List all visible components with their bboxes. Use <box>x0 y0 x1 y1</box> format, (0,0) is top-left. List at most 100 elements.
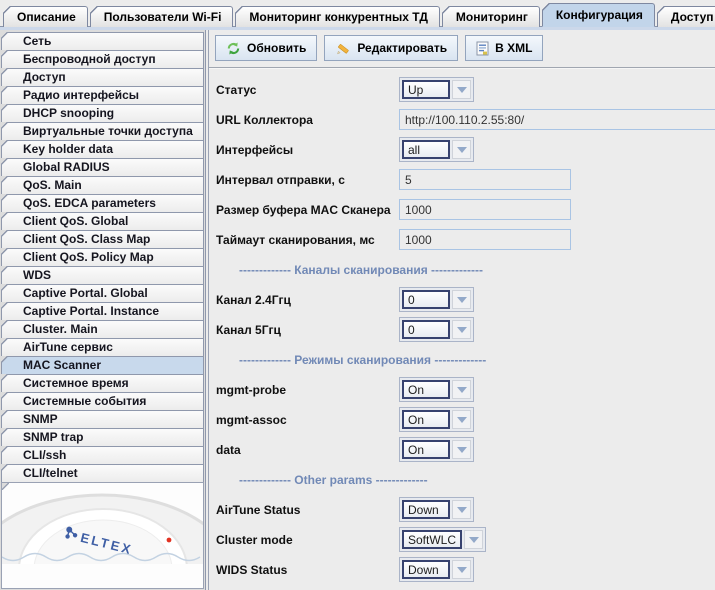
combo-box[interactable]: Down <box>399 497 474 522</box>
combo-arrow-button[interactable] <box>452 80 471 99</box>
form-row: mgmt-assoc On <box>212 407 715 432</box>
field-label: Интервал отправки, с <box>216 172 345 187</box>
sidebar-item[interactable]: Радио интерфейсы <box>1 86 204 105</box>
tab-strip-divider <box>0 27 715 30</box>
combo-arrow-button[interactable] <box>452 380 471 399</box>
sidebar-item[interactable]: Беспроводной доступ <box>1 50 204 69</box>
sidebar-item-label: Client QoS. Policy Map <box>23 250 154 264</box>
field-label: WIDS Status <box>216 562 288 577</box>
pencil-icon <box>335 41 351 56</box>
combo-value: Down <box>402 500 450 519</box>
text-field[interactable]: 1000 <box>399 229 571 250</box>
sidebar-item[interactable]: Виртуальные точки доступа <box>1 122 204 141</box>
to-xml-button[interactable]: В XML <box>465 35 544 61</box>
combo-arrow-button[interactable] <box>452 410 471 429</box>
sidebar-item[interactable]: SNMP <box>1 410 204 429</box>
combo-box[interactable]: 0 <box>399 287 474 312</box>
combo-box[interactable]: all <box>399 137 474 162</box>
sidebar-item[interactable]: Key holder data <box>1 140 204 159</box>
text-field[interactable]: 5 <box>399 169 571 190</box>
sidebar-item[interactable]: Системные события <box>1 392 204 411</box>
main-area: Сеть Беспроводной доступ Доступ Радио интер… <box>0 30 715 590</box>
form-row: Размер буфера MAC Сканера 1000 <box>212 197 715 222</box>
tab-item[interactable]: Пользователи Wi-Fi <box>89 6 234 27</box>
tab-item[interactable]: Мониторинг <box>441 6 540 27</box>
sidebar-item[interactable]: MAC Scanner <box>1 356 204 375</box>
sidebar-item[interactable]: CLI/telnet <box>1 464 204 483</box>
sidebar-item-label: Сеть <box>23 34 52 48</box>
form-row: Канал 5Ггц 0 <box>212 317 715 342</box>
sidebar-item[interactable]: WDS <box>1 266 204 285</box>
sidebar-item-label: WDS <box>23 268 51 282</box>
sidebar-item[interactable]: Client QoS. Policy Map <box>1 248 204 267</box>
sidebar-item[interactable]: Cluster. Main <box>1 320 204 339</box>
tab-item[interactable]: Доступ <box>656 6 715 27</box>
sidebar-item[interactable]: Доступ <box>1 68 204 87</box>
tab-item[interactable]: Описание <box>3 6 88 27</box>
field-label: mgmt-probe <box>216 382 286 397</box>
combo-arrow-button[interactable] <box>452 560 471 579</box>
combo-box[interactable]: 0 <box>399 317 474 342</box>
combo-box[interactable]: Up <box>399 77 474 102</box>
combo-value: Down <box>402 560 450 579</box>
combo-box[interactable]: On <box>399 437 474 462</box>
sidebar-item[interactable]: Системное время <box>1 374 204 393</box>
sidebar-item-label: Client QoS. Global <box>23 214 129 228</box>
sidebar-item-label: Виртуальные точки доступа <box>23 124 193 138</box>
combo-value: all <box>402 140 450 159</box>
sidebar-item-label: MAC Scanner <box>23 358 102 372</box>
sidebar-item-label: Global RADIUS <box>23 160 110 174</box>
combo-arrow-button[interactable] <box>452 320 471 339</box>
form-row: Таймаут сканирования, мс 1000 <box>212 227 715 252</box>
tab-label: Описание <box>17 10 76 24</box>
combo-arrow-button[interactable] <box>452 440 471 459</box>
combo-arrow-button[interactable] <box>452 290 471 309</box>
sidebar-item-label: Беспроводной доступ <box>23 52 156 66</box>
combo-arrow-button[interactable] <box>452 500 471 519</box>
field-label: Канал 5Ггц <box>216 322 281 337</box>
refresh-button[interactable]: Обновить <box>215 35 318 61</box>
edit-button[interactable]: Редактировать <box>324 35 459 61</box>
sidebar-item[interactable]: Сеть <box>1 32 204 51</box>
xml-document-icon <box>476 41 489 56</box>
tab-label: Пользователи Wi-Fi <box>103 10 222 24</box>
sidebar-item-label: CLI/telnet <box>23 466 78 480</box>
combo-value: On <box>402 380 450 399</box>
combo-arrow-button[interactable] <box>464 530 484 549</box>
refresh-icon <box>226 41 241 56</box>
sidebar-item-label: AirTune сервис <box>23 340 113 354</box>
sidebar-item[interactable]: CLI/ssh <box>1 446 204 465</box>
combo-value: Up <box>402 80 450 99</box>
tab-label: Доступ <box>670 10 714 24</box>
sidebar-item[interactable]: AirTune сервис <box>1 338 204 357</box>
field-label: mgmt-assoc <box>216 412 287 427</box>
combo-box[interactable]: On <box>399 407 474 432</box>
sidebar-item[interactable]: Client QoS. Class Map <box>1 230 204 249</box>
sidebar-item-label: Доступ <box>23 70 66 84</box>
combo-value: 0 <box>402 320 450 339</box>
sidebar-item-label: QoS. Main <box>23 178 82 192</box>
combo-box[interactable]: On <box>399 377 474 402</box>
combo-box[interactable]: Down <box>399 557 474 582</box>
sidebar-item[interactable]: DHCP snooping <box>1 104 204 123</box>
text-field[interactable]: http://100.110.2.55:80/ <box>399 109 715 130</box>
tab-bar: Описание Пользователи Wi-Fi Мониторинг кон… <box>0 0 715 27</box>
combo-arrow-button[interactable] <box>452 140 471 159</box>
sidebar-item[interactable]: QoS. EDCA parameters <box>1 194 204 213</box>
form-row: Статус Up <box>212 77 715 102</box>
sidebar-item[interactable]: Global RADIUS <box>1 158 204 177</box>
form-row: mgmt-probe On <box>212 377 715 402</box>
sidebar-item[interactable]: Client QoS. Global <box>1 212 204 231</box>
tab-item[interactable]: Мониторинг конкурентных ТД <box>235 6 440 27</box>
sidebar-item[interactable]: Captive Portal. Instance <box>1 302 204 321</box>
section-header: ------------- Режимы сканирования ------… <box>212 347 715 372</box>
sidebar-item[interactable]: SNMP trap <box>1 428 204 447</box>
tab-item[interactable]: Конфигурация <box>541 3 655 27</box>
sidebar-item-label: Client QoS. Class Map <box>23 232 151 246</box>
text-field[interactable]: 1000 <box>399 199 571 220</box>
section-header-label: ------------- Режимы сканирования ------… <box>239 352 487 367</box>
sidebar-item[interactable]: QoS. Main <box>1 176 204 195</box>
combo-box[interactable]: SoftWLC <box>399 527 487 552</box>
sidebar-item[interactable]: Captive Portal. Global <box>1 284 204 303</box>
